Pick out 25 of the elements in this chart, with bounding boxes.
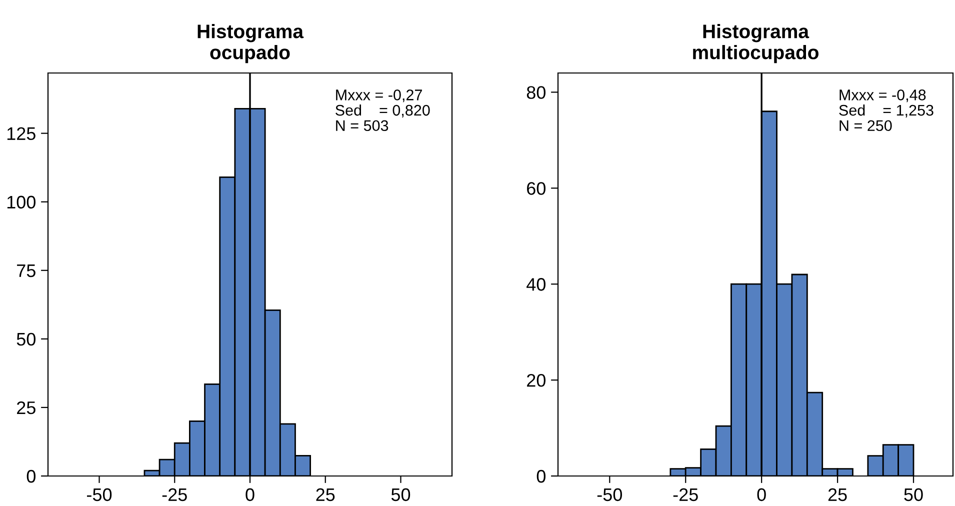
y-tick-label: 100	[7, 196, 36, 209]
x-tick-label: -50	[87, 488, 112, 502]
y-tick-label: 0	[536, 470, 546, 483]
y-tick-label: 50	[16, 332, 36, 346]
annotation: Mxxx = -0,27 Sed = 0,820 N = 503	[336, 90, 430, 132]
x-tick-label: 50	[391, 488, 410, 502]
chart-title: Histograma ocupado	[198, 24, 304, 64]
x-tick-label: 25	[316, 488, 335, 502]
annotation: Mxxx = -0,48 Sed = 1,253 N = 250	[839, 90, 934, 132]
x-tick-label: -25	[673, 488, 698, 502]
x-tick-label: 0	[246, 488, 254, 502]
chart-title: Histograma multiocupado	[693, 24, 818, 64]
x-tick-label: -50	[597, 488, 622, 502]
x-tick-label: 0	[757, 488, 766, 502]
y-tick-label: 40	[526, 278, 546, 291]
y-tick-label: 75	[17, 264, 36, 278]
y-tick-label: 0	[26, 470, 36, 483]
x-tick-label: 50	[904, 488, 923, 502]
x-tick-label: -25	[162, 488, 187, 502]
y-tick-label: 125	[7, 127, 36, 140]
x-tick-label: 25	[828, 488, 847, 502]
y-tick-label: 25	[17, 401, 36, 414]
y-tick-label: 80	[526, 86, 546, 99]
y-tick-label: 60	[527, 182, 546, 195]
y-tick-label: 20	[527, 374, 546, 387]
